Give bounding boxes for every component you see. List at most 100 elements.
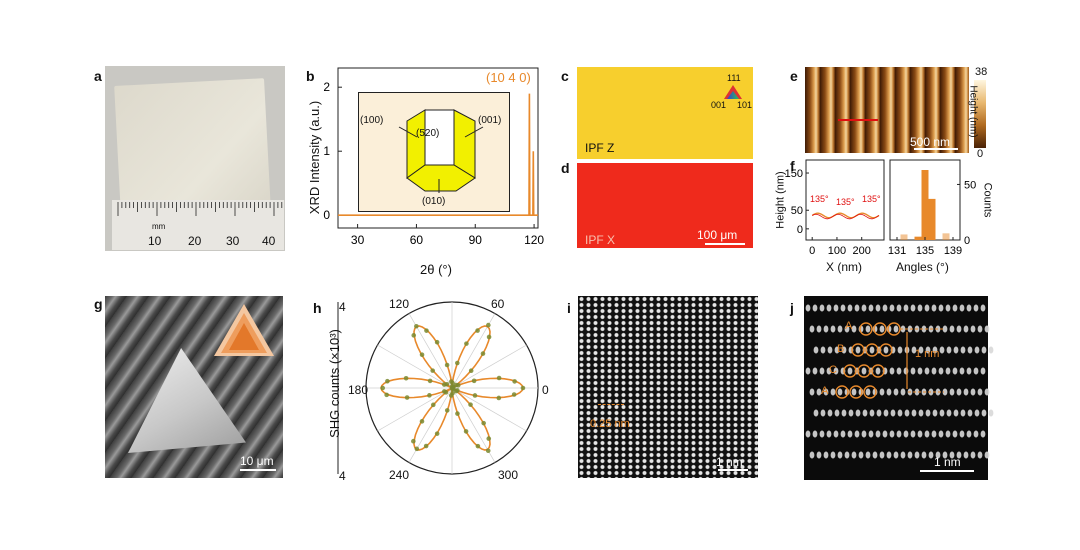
panel-label-g: g bbox=[94, 296, 103, 312]
ruler-tick-30: 30 bbox=[226, 234, 240, 248]
ruler bbox=[112, 200, 284, 250]
histogram-ytick-label: 50 bbox=[964, 179, 976, 191]
xrd-xtick-label: 120 bbox=[524, 233, 544, 247]
atom-column bbox=[834, 409, 840, 417]
shg-data-point bbox=[434, 339, 440, 345]
stacking-marker bbox=[873, 322, 887, 336]
atom-column bbox=[851, 325, 857, 333]
atom-column bbox=[809, 451, 815, 459]
atom-column bbox=[820, 409, 826, 417]
shg-data-point bbox=[496, 395, 502, 401]
atom-column bbox=[833, 367, 839, 375]
atom-column bbox=[918, 346, 924, 354]
atom-column bbox=[855, 409, 861, 417]
shg-data-point bbox=[463, 429, 469, 434]
atom-column bbox=[977, 388, 983, 396]
xrd-ytick-label: 2 bbox=[323, 80, 330, 94]
shg-data-point bbox=[411, 438, 416, 444]
atom-column bbox=[869, 409, 875, 417]
atom-column bbox=[896, 430, 902, 438]
atom-column bbox=[921, 451, 927, 459]
atom-column bbox=[879, 388, 885, 396]
atom-column bbox=[904, 409, 910, 417]
atom-column bbox=[833, 430, 839, 438]
atom-column bbox=[886, 388, 892, 396]
xrd-peak-label: (10 4 0) bbox=[486, 70, 531, 85]
histogram-bar bbox=[914, 236, 922, 240]
atom-column bbox=[914, 451, 920, 459]
shg-data-point bbox=[450, 390, 455, 396]
shg-data-point bbox=[485, 448, 491, 454]
shg-rmax-bottom: 4 bbox=[339, 469, 346, 483]
stacking-marker bbox=[871, 364, 885, 378]
histogram-xlabel: Angles (°) bbox=[896, 260, 949, 274]
atom-column bbox=[854, 430, 860, 438]
xrd-ylabel: XRD Intensity (a.u.) bbox=[307, 100, 323, 215]
panel-label-c: c bbox=[561, 68, 569, 84]
shg-data-point bbox=[427, 393, 432, 398]
atom-column bbox=[981, 346, 987, 354]
atom-column bbox=[809, 325, 815, 333]
atom-column bbox=[844, 325, 850, 333]
atom-column bbox=[823, 451, 829, 459]
atom-column bbox=[840, 304, 846, 312]
atom-column bbox=[833, 304, 839, 312]
shg-data-point bbox=[443, 390, 449, 395]
face-010-label: (010) bbox=[422, 196, 446, 207]
atom-column bbox=[837, 325, 843, 333]
atom-column bbox=[918, 409, 924, 417]
shg-data-point bbox=[419, 419, 425, 424]
stacking-marker bbox=[849, 385, 863, 399]
shg-data-point bbox=[444, 362, 450, 368]
atom-column bbox=[865, 325, 871, 333]
atom-column bbox=[875, 430, 881, 438]
spacing-marker bbox=[598, 404, 624, 406]
profile-xtick-label: 100 bbox=[828, 245, 846, 257]
atom-column bbox=[959, 367, 965, 375]
profile-ytick-label: 50 bbox=[791, 205, 803, 217]
profile-fit-line bbox=[812, 213, 880, 220]
shg-data-point bbox=[430, 402, 436, 408]
atom-column bbox=[963, 325, 969, 333]
shg-data-point bbox=[434, 431, 440, 436]
atom-column bbox=[812, 430, 818, 438]
atom-column bbox=[911, 409, 917, 417]
atom-column bbox=[973, 367, 979, 375]
atom-column bbox=[861, 304, 867, 312]
atom-column bbox=[924, 367, 930, 375]
atom-column bbox=[847, 304, 853, 312]
atom-column bbox=[952, 430, 958, 438]
atom-column bbox=[938, 367, 944, 375]
atom-column bbox=[900, 451, 906, 459]
atom-column bbox=[819, 304, 825, 312]
panel-label-i: i bbox=[567, 300, 571, 316]
atom-column bbox=[938, 430, 944, 438]
shg-data-point bbox=[414, 446, 420, 452]
afm-image bbox=[805, 67, 969, 153]
stacking-marker bbox=[843, 364, 857, 378]
profile-ylabel: Height (nm) bbox=[774, 171, 787, 229]
atom-column bbox=[963, 388, 969, 396]
ruler-mm-label: mm bbox=[152, 222, 166, 231]
spacing-label: 0.25 nm bbox=[590, 418, 630, 430]
shg-data-point bbox=[451, 386, 456, 392]
atom-column bbox=[910, 304, 916, 312]
stacking-marker bbox=[835, 385, 849, 399]
atom-column bbox=[928, 451, 934, 459]
atom-column bbox=[812, 367, 818, 375]
atom-column bbox=[879, 325, 885, 333]
atom-column bbox=[925, 346, 931, 354]
atom-column bbox=[967, 409, 973, 417]
atom-column bbox=[896, 304, 902, 312]
atom-column bbox=[966, 367, 972, 375]
stacking-marker bbox=[851, 343, 865, 357]
scale-bar-d bbox=[705, 243, 745, 245]
shg-data-point bbox=[427, 378, 433, 384]
shg-data-point bbox=[511, 392, 517, 397]
atom-column bbox=[823, 388, 829, 396]
atom-column bbox=[970, 325, 976, 333]
atom-column bbox=[861, 367, 867, 375]
afm-profile-line bbox=[838, 119, 878, 121]
xrd-ytick-label: 1 bbox=[323, 144, 330, 158]
